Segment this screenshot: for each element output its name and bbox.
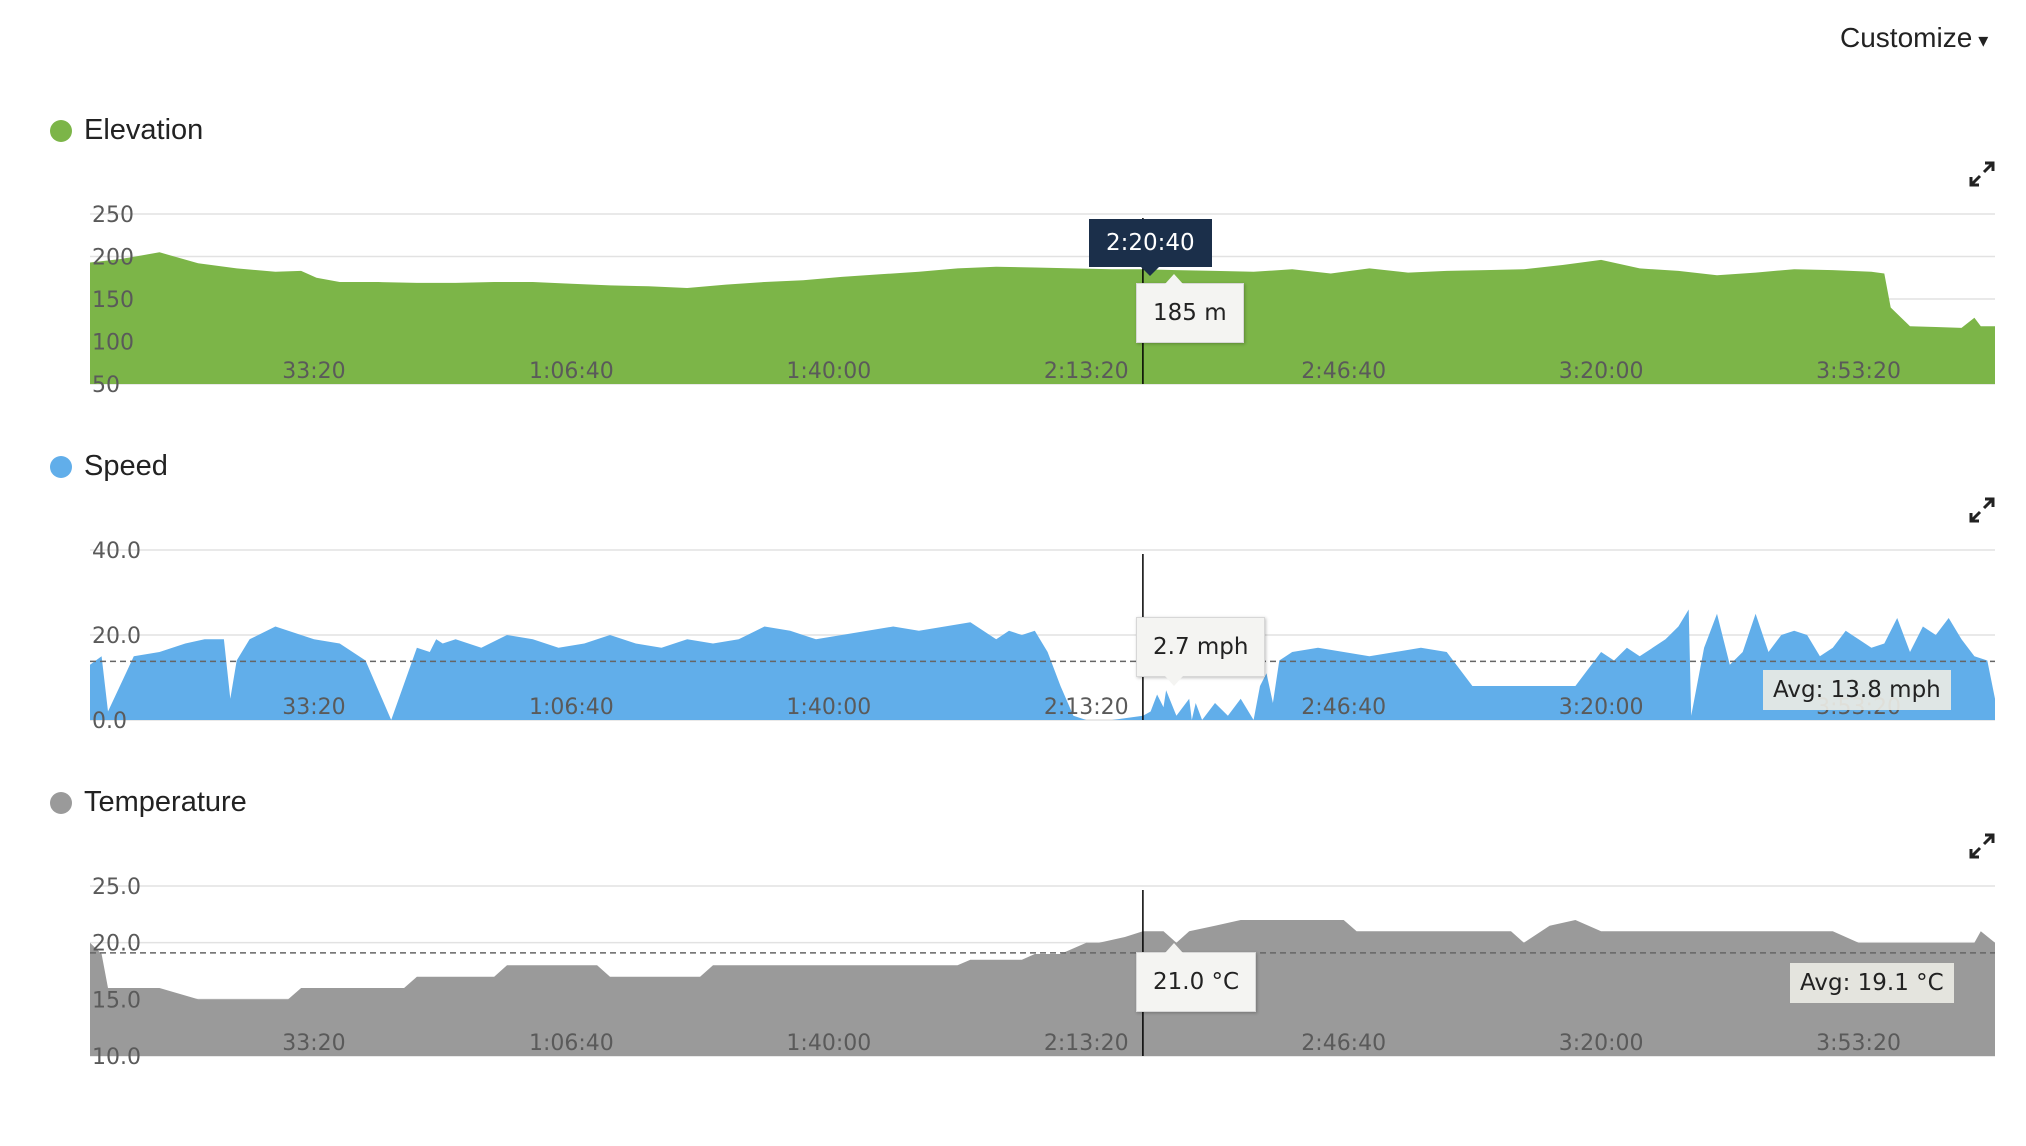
expand-arrows-icon[interactable] [1968,496,1996,524]
y-tick-label: 100 [92,331,134,356]
x-tick-label: 2:13:20 [1044,359,1129,384]
elevation-value-tooltip: 185 m [1136,274,1244,343]
x-tick-label: 2:13:20 [1044,1031,1129,1056]
elevation-area [90,252,1995,384]
elevation-legend-dot [50,119,72,142]
tooltip-arrow [1165,943,1183,953]
x-tick-label: 33:20 [282,695,345,720]
y-tick-label: 150 [92,288,134,313]
y-tick-label: 25.0 [92,875,141,900]
x-tick-label: 2:46:40 [1301,695,1386,720]
x-tick-label: 1:40:00 [786,1031,871,1056]
tooltip-arrow [1165,676,1183,686]
speed-tooltip-value: 2.7 mph [1153,634,1249,660]
speed-title-label: Speed [84,450,168,482]
temperature-tooltip-value: 21.0 °C [1153,969,1240,995]
elevation-title-label: Elevation [84,114,204,146]
x-tick-label: 3:53:20 [1816,1031,1901,1056]
x-tick-label: 2:46:40 [1301,1031,1386,1056]
y-tick-label: 40.0 [92,539,141,564]
x-tick-label: 3:20:00 [1559,1031,1644,1056]
customize-label: Customize [1840,22,1973,53]
elevation-tooltip-value: 185 m [1153,300,1227,326]
temperature-average-label: Avg: 19.1 °C [1790,963,1954,1003]
x-tick-label: 33:20 [282,359,345,384]
temperature-chart-title: Temperature [50,786,247,819]
x-tick-label: 1:40:00 [786,359,871,384]
speed-chart-title: Speed [50,450,168,483]
expand-arrows-icon[interactable] [1968,832,1996,860]
x-tick-label: 2:13:20 [1044,695,1129,720]
y-tick-label: 20.0 [92,932,141,957]
elevation-chart: 250 200 150 100 50 33:20 1:06:40 1:40:00 2:13:20… [90,203,1995,398]
x-tick-label: 1:06:40 [529,1031,614,1056]
x-tick-label: 1:06:40 [529,695,614,720]
cursor-time-label: 2:20:40 [1106,230,1195,256]
y-tick-label: 50 [92,373,120,398]
x-tick-label: 1:06:40 [529,359,614,384]
customize-dropdown[interactable]: Customize ▾ [1840,22,1988,54]
x-tick-label: 3:20:00 [1559,695,1644,720]
x-tick-label: 3:20:00 [1559,359,1644,384]
y-tick-label: 0.0 [92,709,127,734]
temperature-area [90,920,1995,1056]
y-tick-label: 250 [92,203,134,228]
speed-average-label: Avg: 13.8 mph [1763,670,1951,710]
y-tick-label: 10.0 [92,1045,141,1070]
y-tick-label: 20.0 [92,624,141,649]
x-tick-label: 1:40:00 [786,695,871,720]
speed-chart: 40.0 20.0 0.0 33:20 1:06:40 1:40:00 2:13:20 2:4… [90,539,1995,734]
speed-area [90,609,1995,720]
expand-arrows-icon[interactable] [1968,160,1996,188]
speed-legend-dot [50,455,72,478]
x-tick-label: 2:46:40 [1301,359,1386,384]
temperature-title-label: Temperature [84,786,247,818]
y-tick-label: 200 [92,246,134,271]
cursor-time-tooltip: 2:20:40 [1089,219,1212,276]
temperature-value-tooltip: 21.0 °C [1136,943,1257,1012]
chevron-down-icon: ▾ [1978,30,1989,52]
x-tick-label: 3:53:20 [1816,359,1901,384]
tooltip-arrow [1141,267,1160,276]
y-tick-label: 15.0 [92,988,141,1013]
temperature-chart: 25.0 20.0 15.0 10.0 33:20 1:06:40 1:40:00 2:13:… [90,875,1995,1070]
temperature-legend-dot [50,791,72,814]
x-tick-label: 33:20 [282,1031,345,1056]
tooltip-arrow [1165,274,1183,284]
elevation-chart-title: Elevation [50,114,203,147]
speed-value-tooltip: 2.7 mph [1136,617,1266,686]
